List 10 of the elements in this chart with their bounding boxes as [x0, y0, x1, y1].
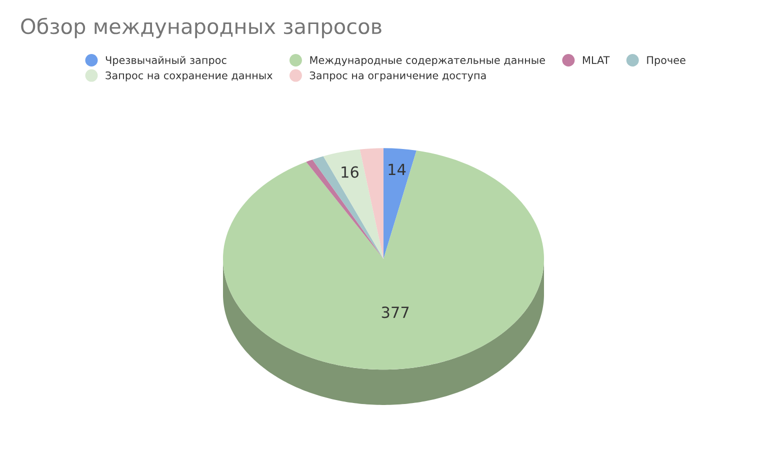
legend-label: Чрезвычайный запрос — [106, 56, 226, 66]
data-label: 377 — [382, 306, 409, 318]
data-label: 14 — [388, 164, 406, 175]
legend-label: Прочее — [647, 56, 686, 66]
legend-label: MLAT — [582, 56, 610, 64]
data-label: 16 — [342, 166, 358, 178]
legend-label: Запрос на ограничение доступа — [310, 71, 486, 82]
chart-title: Обзор международных запросов — [21, 18, 382, 38]
legend-label: Запрос на сохранение данных — [106, 71, 272, 82]
legend-label: Международные содержательные данные — [310, 56, 545, 66]
